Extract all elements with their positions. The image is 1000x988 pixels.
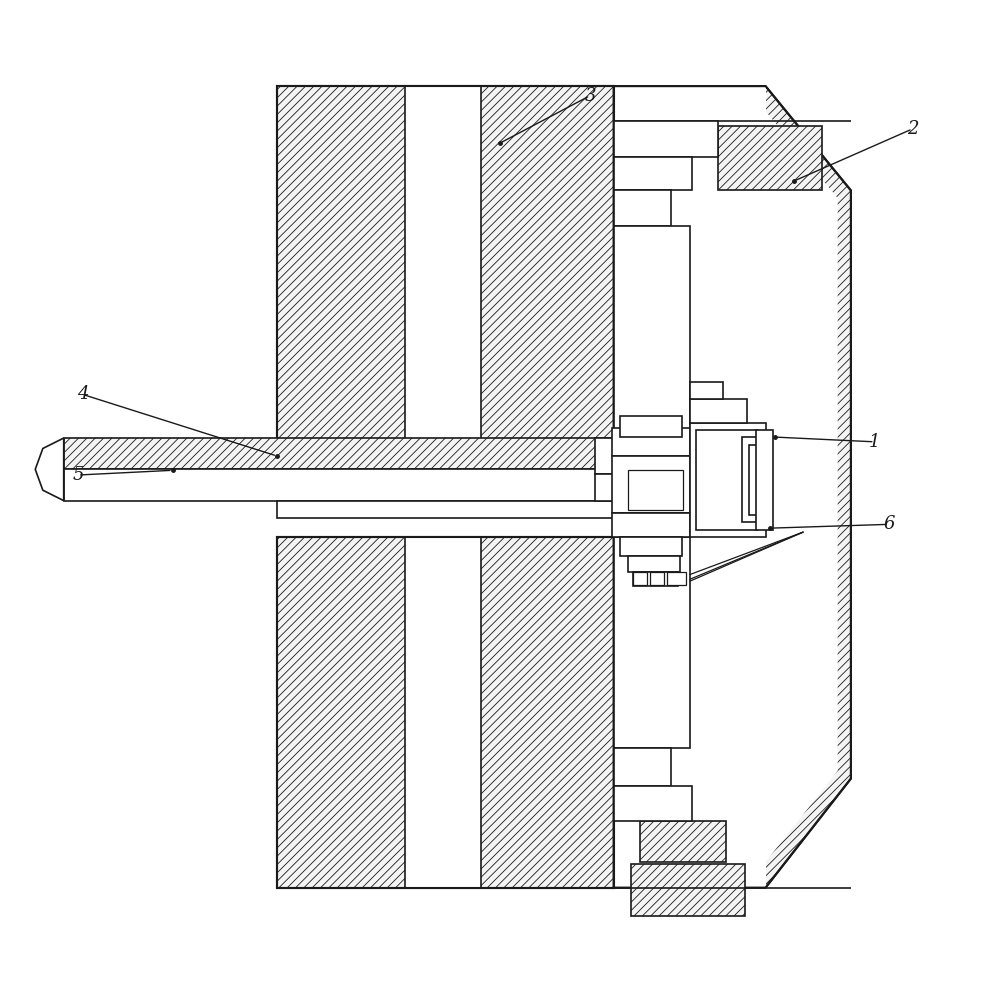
Bar <box>633 572 647 585</box>
Bar <box>628 470 683 510</box>
Bar <box>614 536 766 887</box>
Polygon shape <box>621 98 838 876</box>
Bar <box>690 423 766 536</box>
Bar <box>614 157 692 191</box>
Bar <box>620 536 682 555</box>
Bar <box>64 469 614 501</box>
Bar <box>749 445 772 515</box>
Text: 6: 6 <box>883 516 895 534</box>
Bar <box>64 438 614 469</box>
Bar <box>620 416 682 437</box>
Bar <box>614 536 690 748</box>
Bar <box>631 864 745 916</box>
Bar <box>614 122 718 157</box>
Bar <box>612 428 690 456</box>
Bar <box>595 474 614 501</box>
Text: 4: 4 <box>77 385 88 403</box>
Bar <box>742 437 761 523</box>
Bar <box>405 536 481 887</box>
Bar <box>277 86 614 442</box>
Polygon shape <box>35 438 64 501</box>
Bar <box>756 430 773 530</box>
Polygon shape <box>614 86 851 887</box>
Bar <box>405 86 481 442</box>
Bar <box>696 430 758 530</box>
Bar <box>614 748 671 786</box>
Bar <box>614 225 690 442</box>
Bar <box>690 399 747 423</box>
Bar <box>277 501 614 518</box>
Bar <box>690 382 723 399</box>
Bar <box>277 86 614 442</box>
Bar <box>620 513 690 523</box>
Bar <box>612 456 690 513</box>
Bar <box>614 86 766 442</box>
Bar <box>614 786 692 821</box>
Bar <box>612 513 690 536</box>
Text: 3: 3 <box>584 87 596 105</box>
Bar <box>633 572 678 586</box>
Bar <box>277 536 614 887</box>
Bar <box>595 438 614 474</box>
Bar <box>667 572 686 585</box>
Bar <box>628 555 680 572</box>
Bar <box>650 572 664 585</box>
Bar <box>614 191 671 225</box>
Bar <box>277 536 614 887</box>
Text: 1: 1 <box>869 433 880 451</box>
Bar <box>718 126 822 191</box>
Bar <box>640 821 726 862</box>
Text: 5: 5 <box>72 466 84 484</box>
Text: 2: 2 <box>907 120 918 138</box>
